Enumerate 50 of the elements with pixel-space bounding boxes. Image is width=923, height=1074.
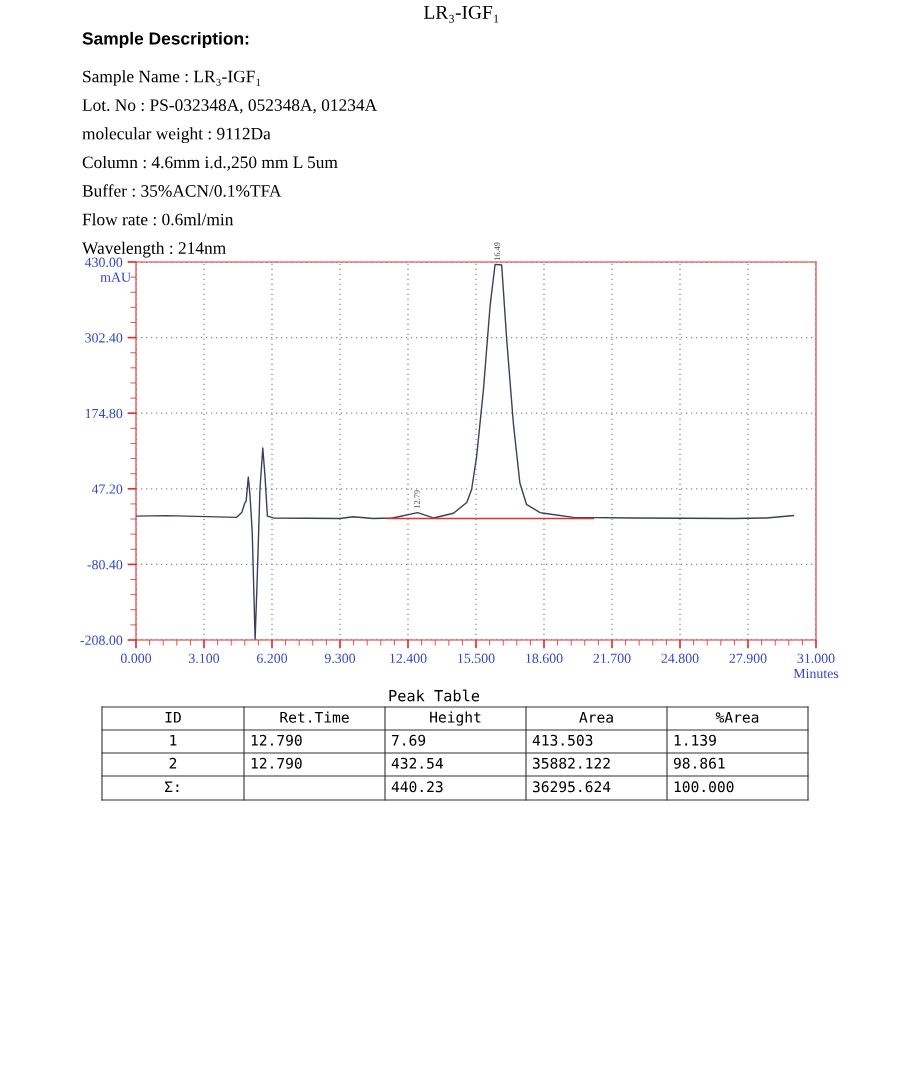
text: Column : 4.6mm i.d.,250 mm L 5um	[82, 155, 338, 171]
x-tick-label: 21.700	[593, 653, 631, 664]
y-tick-label: -208.00	[80, 635, 123, 646]
text: 98.861	[673, 757, 725, 769]
text: molecular weight : 9112Da	[82, 127, 271, 144]
x-axis-title: Minutes	[793, 668, 839, 679]
x-tick-label: 15.500	[458, 653, 495, 664]
text: 432.54	[391, 757, 443, 769]
y-tick-label: -80.40	[87, 559, 123, 570]
y-tick-label: 430.00	[84, 257, 123, 268]
annotation: 16.49	[494, 242, 501, 261]
text: 7.69	[391, 734, 426, 746]
text: 36295.624	[532, 781, 611, 793]
y-axis-title: mAU	[100, 272, 131, 282]
y-tick-label: 47.20	[91, 484, 123, 494]
text: Peak Table	[389, 689, 480, 702]
text: Ret.Time	[280, 711, 349, 723]
x-tick-label: 0.000	[120, 653, 152, 664]
text: 1.139	[674, 734, 716, 746]
text: 12.790	[251, 757, 302, 769]
x-tick-label: 6.200	[256, 653, 288, 664]
annotation: 12.79	[414, 490, 420, 508]
y-tick-label: 174.80	[85, 408, 123, 419]
y-tick-label: 302.40	[85, 333, 123, 343]
chart-title: LR₃-IGF₁	[423, 5, 499, 23]
x-tick-label: 24.800	[661, 653, 699, 664]
text: Lot. No : PS-032348A, 052348A, 01234A	[82, 99, 378, 114]
text: 2	[169, 757, 177, 769]
text: 413.503	[532, 734, 593, 746]
text: %Area	[715, 711, 759, 723]
text: 35882.122	[532, 757, 610, 769]
text: 100.000	[674, 781, 734, 793]
text: Σ:	[165, 781, 179, 793]
text: Height	[430, 711, 481, 726]
x-tick-label: 9.300	[324, 653, 356, 664]
text: 1	[170, 734, 177, 746]
x-tick-label: 3.100	[189, 653, 220, 664]
text: Sample Name : LR₃-IGF₁	[83, 70, 261, 86]
x-tick-label: 18.600	[526, 653, 563, 664]
text: ID	[165, 711, 181, 723]
text: Sample Description:	[82, 31, 249, 49]
text: Area	[579, 711, 613, 723]
x-tick-label: 27.900	[729, 653, 767, 664]
text: Flow rate : 0.6ml/min	[82, 213, 234, 226]
text: Buffer : 35%ACN/0.1%TFA	[82, 184, 282, 197]
text: 12.790	[251, 734, 302, 746]
x-tick-label: 31.000	[797, 653, 835, 664]
text: 440.23	[391, 781, 443, 793]
x-tick-label: 12.400	[390, 653, 427, 664]
text: Wavelength : 214nm	[82, 241, 226, 258]
